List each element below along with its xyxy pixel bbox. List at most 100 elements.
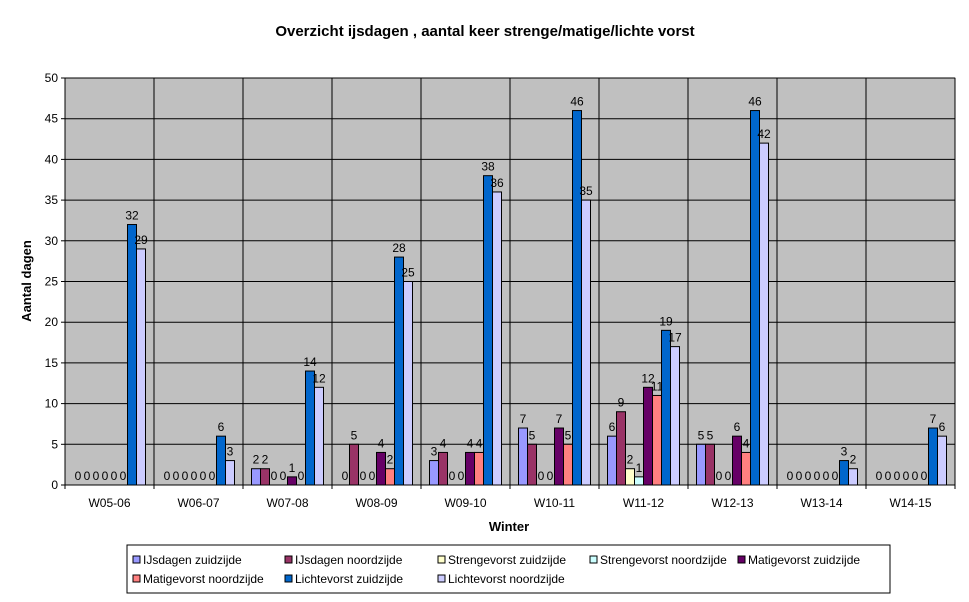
data-label: 5 <box>698 428 705 442</box>
data-label: 6 <box>218 420 225 434</box>
data-label: 0 <box>200 469 207 483</box>
data-label: 38 <box>481 160 495 174</box>
bar <box>474 451 484 486</box>
y-tick-label: 40 <box>45 152 59 166</box>
legend-label: Lichtevorst noordzijde <box>448 572 565 586</box>
y-tick-label: 10 <box>45 397 59 411</box>
y-tick-label: 35 <box>45 193 59 207</box>
y-tick-label: 5 <box>51 437 58 451</box>
data-label: 28 <box>392 241 406 255</box>
data-label: 2 <box>850 453 857 467</box>
data-label: 0 <box>173 469 180 483</box>
bar <box>314 386 324 486</box>
data-label: 2 <box>262 453 269 467</box>
bar <box>225 460 235 486</box>
bar <box>438 451 448 486</box>
bar <box>376 451 386 486</box>
y-tick-label: 45 <box>45 112 59 126</box>
bar <box>251 468 261 486</box>
bar <box>696 443 706 486</box>
data-label: 5 <box>707 428 714 442</box>
y-tick-label: 30 <box>45 234 59 248</box>
data-label: 0 <box>921 469 928 483</box>
data-label: 6 <box>939 420 946 434</box>
bar <box>127 224 137 486</box>
bar <box>937 435 947 486</box>
data-label: 12 <box>641 371 655 385</box>
bar <box>305 370 315 486</box>
legend-label: Matigevorst zuidzijde <box>748 553 860 567</box>
data-label: 46 <box>570 95 584 109</box>
data-label: 7 <box>556 412 563 426</box>
data-label: 0 <box>164 469 171 483</box>
bar <box>563 443 573 486</box>
data-label: 5 <box>565 428 572 442</box>
data-label: 2 <box>253 453 260 467</box>
data-label: 0 <box>369 469 376 483</box>
data-label: 0 <box>912 469 919 483</box>
data-label: 17 <box>668 331 682 345</box>
bar <box>652 394 662 486</box>
data-label: 0 <box>876 469 883 483</box>
data-label: 12 <box>312 371 326 385</box>
data-label: 6 <box>609 420 616 434</box>
data-label: 35 <box>579 184 593 198</box>
data-label: 0 <box>885 469 892 483</box>
data-label: 4 <box>378 436 385 450</box>
data-label: 4 <box>743 436 750 450</box>
bar <box>349 443 359 486</box>
data-label: 0 <box>280 469 287 483</box>
x-tick-label: W09-10 <box>444 496 486 510</box>
data-label: 14 <box>303 355 317 369</box>
bar <box>705 443 715 486</box>
data-label: 2 <box>387 453 394 467</box>
data-label: 0 <box>716 469 723 483</box>
data-label: 5 <box>351 428 358 442</box>
data-label: 0 <box>342 469 349 483</box>
x-tick-label: W14-15 <box>889 496 931 510</box>
data-label: 7 <box>930 412 937 426</box>
bar <box>848 468 858 486</box>
legend-swatch <box>437 574 446 583</box>
data-label: 3 <box>227 445 234 459</box>
bar <box>216 435 226 486</box>
bar <box>260 468 270 486</box>
data-label: 0 <box>903 469 910 483</box>
data-label: 0 <box>191 469 198 483</box>
bar <box>385 468 395 486</box>
x-tick-label: W11-12 <box>623 496 664 510</box>
data-label: 0 <box>805 469 812 483</box>
data-label: 19 <box>659 314 673 328</box>
bar <box>492 191 502 486</box>
bar <box>607 435 617 486</box>
data-label: 0 <box>832 469 839 483</box>
data-label: 5 <box>529 428 536 442</box>
bar <box>554 427 564 486</box>
data-label: 0 <box>823 469 830 483</box>
legend-label: IJsdagen noordzijde <box>295 553 403 567</box>
y-tick-label: 15 <box>45 356 59 370</box>
legend-swatch <box>284 574 293 583</box>
bar <box>287 476 297 486</box>
bar <box>625 468 635 486</box>
x-tick-label: W07-08 <box>266 496 308 510</box>
data-label: 1 <box>636 461 643 475</box>
data-label: 25 <box>401 266 415 280</box>
y-tick-label: 25 <box>45 275 59 289</box>
data-label: 6 <box>734 420 741 434</box>
data-label: 7 <box>520 412 527 426</box>
data-label: 0 <box>547 469 554 483</box>
data-label: 46 <box>748 95 762 109</box>
bar <box>403 281 413 486</box>
bar <box>616 411 626 486</box>
bar <box>661 329 671 486</box>
bar <box>643 386 653 486</box>
bar <box>928 427 938 486</box>
data-label: 11 <box>651 379 664 393</box>
legend-swatch <box>284 555 293 564</box>
y-axis-label: Aantal dagen <box>19 240 34 322</box>
data-label: 0 <box>75 469 82 483</box>
bar <box>465 451 475 486</box>
